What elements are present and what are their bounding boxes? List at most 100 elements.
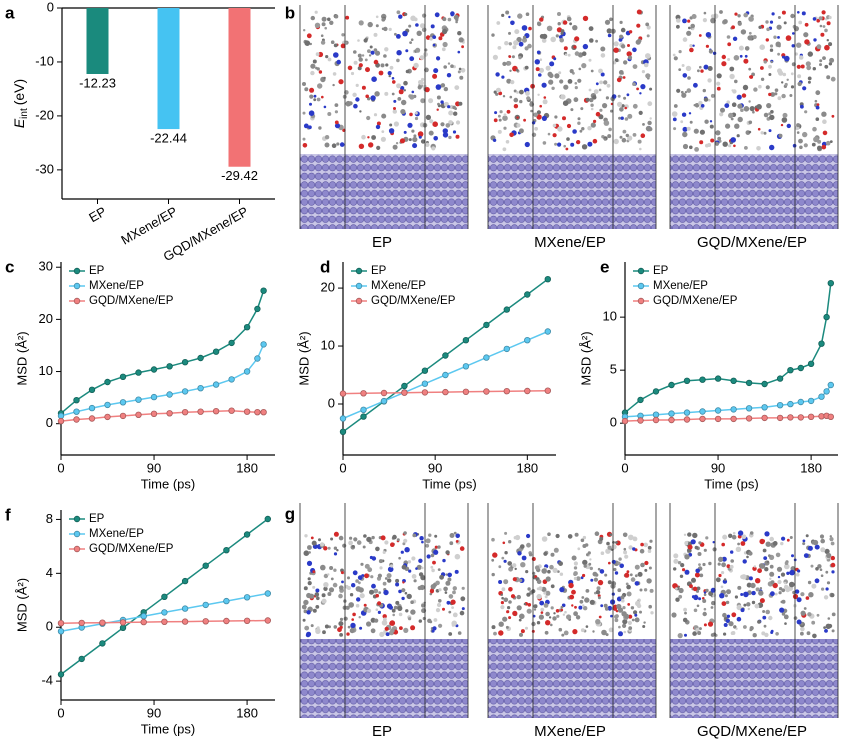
atom <box>823 626 826 629</box>
atom <box>430 565 434 569</box>
atom <box>436 95 441 100</box>
atom <box>744 146 748 150</box>
atom <box>769 577 772 580</box>
data-point <box>730 377 737 384</box>
atom <box>349 593 354 597</box>
y-label-symbol: E <box>11 118 27 128</box>
atom <box>615 541 618 544</box>
atom <box>457 50 461 54</box>
atom <box>647 545 652 550</box>
atom <box>749 628 753 632</box>
atom <box>308 551 311 554</box>
atom <box>756 146 761 151</box>
atom <box>623 547 627 551</box>
atom <box>759 598 765 604</box>
atom <box>682 568 686 572</box>
atom <box>710 17 716 24</box>
atom <box>573 566 578 570</box>
simulation-snapshot <box>487 5 657 229</box>
atom <box>533 112 538 118</box>
atom <box>328 625 331 629</box>
atom <box>563 84 569 90</box>
atom <box>740 608 745 613</box>
atom <box>704 119 709 124</box>
atom <box>770 92 776 97</box>
atom <box>519 613 525 620</box>
atom <box>647 549 652 553</box>
atom <box>428 130 434 136</box>
atom <box>562 613 566 616</box>
atom <box>805 61 811 67</box>
atom <box>402 30 408 37</box>
atom <box>634 613 638 617</box>
atom <box>805 534 809 538</box>
atom <box>826 581 831 585</box>
atom <box>544 630 549 635</box>
panel-label: a <box>5 3 15 22</box>
atom <box>539 17 544 22</box>
atom <box>309 42 312 46</box>
atom <box>505 10 510 15</box>
atom <box>734 12 738 16</box>
atom <box>542 99 548 105</box>
atom <box>519 89 524 95</box>
data-point <box>421 389 429 396</box>
atom <box>759 563 766 569</box>
atom <box>816 103 820 106</box>
atom <box>534 126 538 131</box>
y-tick-label: 0 <box>610 415 617 430</box>
atom <box>438 36 443 41</box>
atom <box>689 44 693 48</box>
simulation-snapshot <box>669 5 839 229</box>
atom <box>350 622 356 629</box>
atom <box>432 121 439 127</box>
atom <box>420 139 426 144</box>
atom <box>760 77 765 82</box>
data-point <box>442 388 449 396</box>
atom <box>552 567 558 574</box>
atom <box>571 604 574 607</box>
atom <box>607 134 612 139</box>
atom <box>750 582 756 589</box>
atom <box>693 594 699 601</box>
atom <box>595 39 598 43</box>
data-point <box>197 354 204 362</box>
atom <box>492 552 498 558</box>
atom <box>781 612 786 616</box>
atom <box>597 596 601 600</box>
atom <box>734 123 740 129</box>
atom <box>393 605 398 610</box>
atom <box>796 64 801 69</box>
atom <box>682 617 688 623</box>
atom <box>523 602 527 606</box>
atom <box>309 593 315 599</box>
atom <box>434 12 440 18</box>
atom <box>380 136 386 142</box>
atom <box>508 540 512 544</box>
atom <box>811 142 816 147</box>
atom <box>355 83 359 87</box>
atom <box>642 625 646 628</box>
atom <box>786 538 790 542</box>
atom <box>459 610 465 616</box>
atom <box>822 25 826 28</box>
atom <box>782 112 788 118</box>
atom <box>821 144 827 150</box>
atom <box>604 19 611 25</box>
data-point <box>761 380 768 388</box>
atom <box>691 577 696 583</box>
atom <box>632 47 637 53</box>
atom <box>798 138 803 144</box>
atom <box>608 127 612 132</box>
atom <box>518 55 522 60</box>
atom <box>543 603 549 608</box>
atom <box>452 590 456 595</box>
atom <box>614 58 619 63</box>
data-point <box>88 386 96 393</box>
atom <box>514 567 517 571</box>
atom <box>459 75 464 80</box>
atom <box>316 67 320 71</box>
data-point <box>228 407 235 414</box>
atom <box>599 569 605 574</box>
atom <box>510 20 515 26</box>
